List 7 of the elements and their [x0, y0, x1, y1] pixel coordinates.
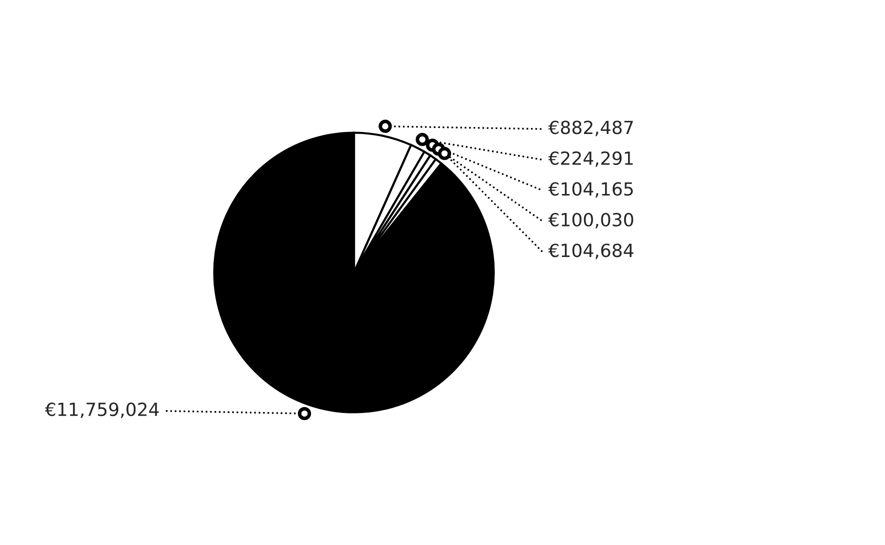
data-label: €104,684	[548, 244, 634, 260]
data-label: €100,030	[548, 212, 634, 228]
data-label: €882,487	[548, 120, 633, 136]
data-label: €104,165	[548, 182, 633, 198]
pie-slice	[213, 132, 495, 414]
data-label: €11,759,024	[44, 402, 159, 418]
data-label: €224,291	[548, 151, 633, 167]
